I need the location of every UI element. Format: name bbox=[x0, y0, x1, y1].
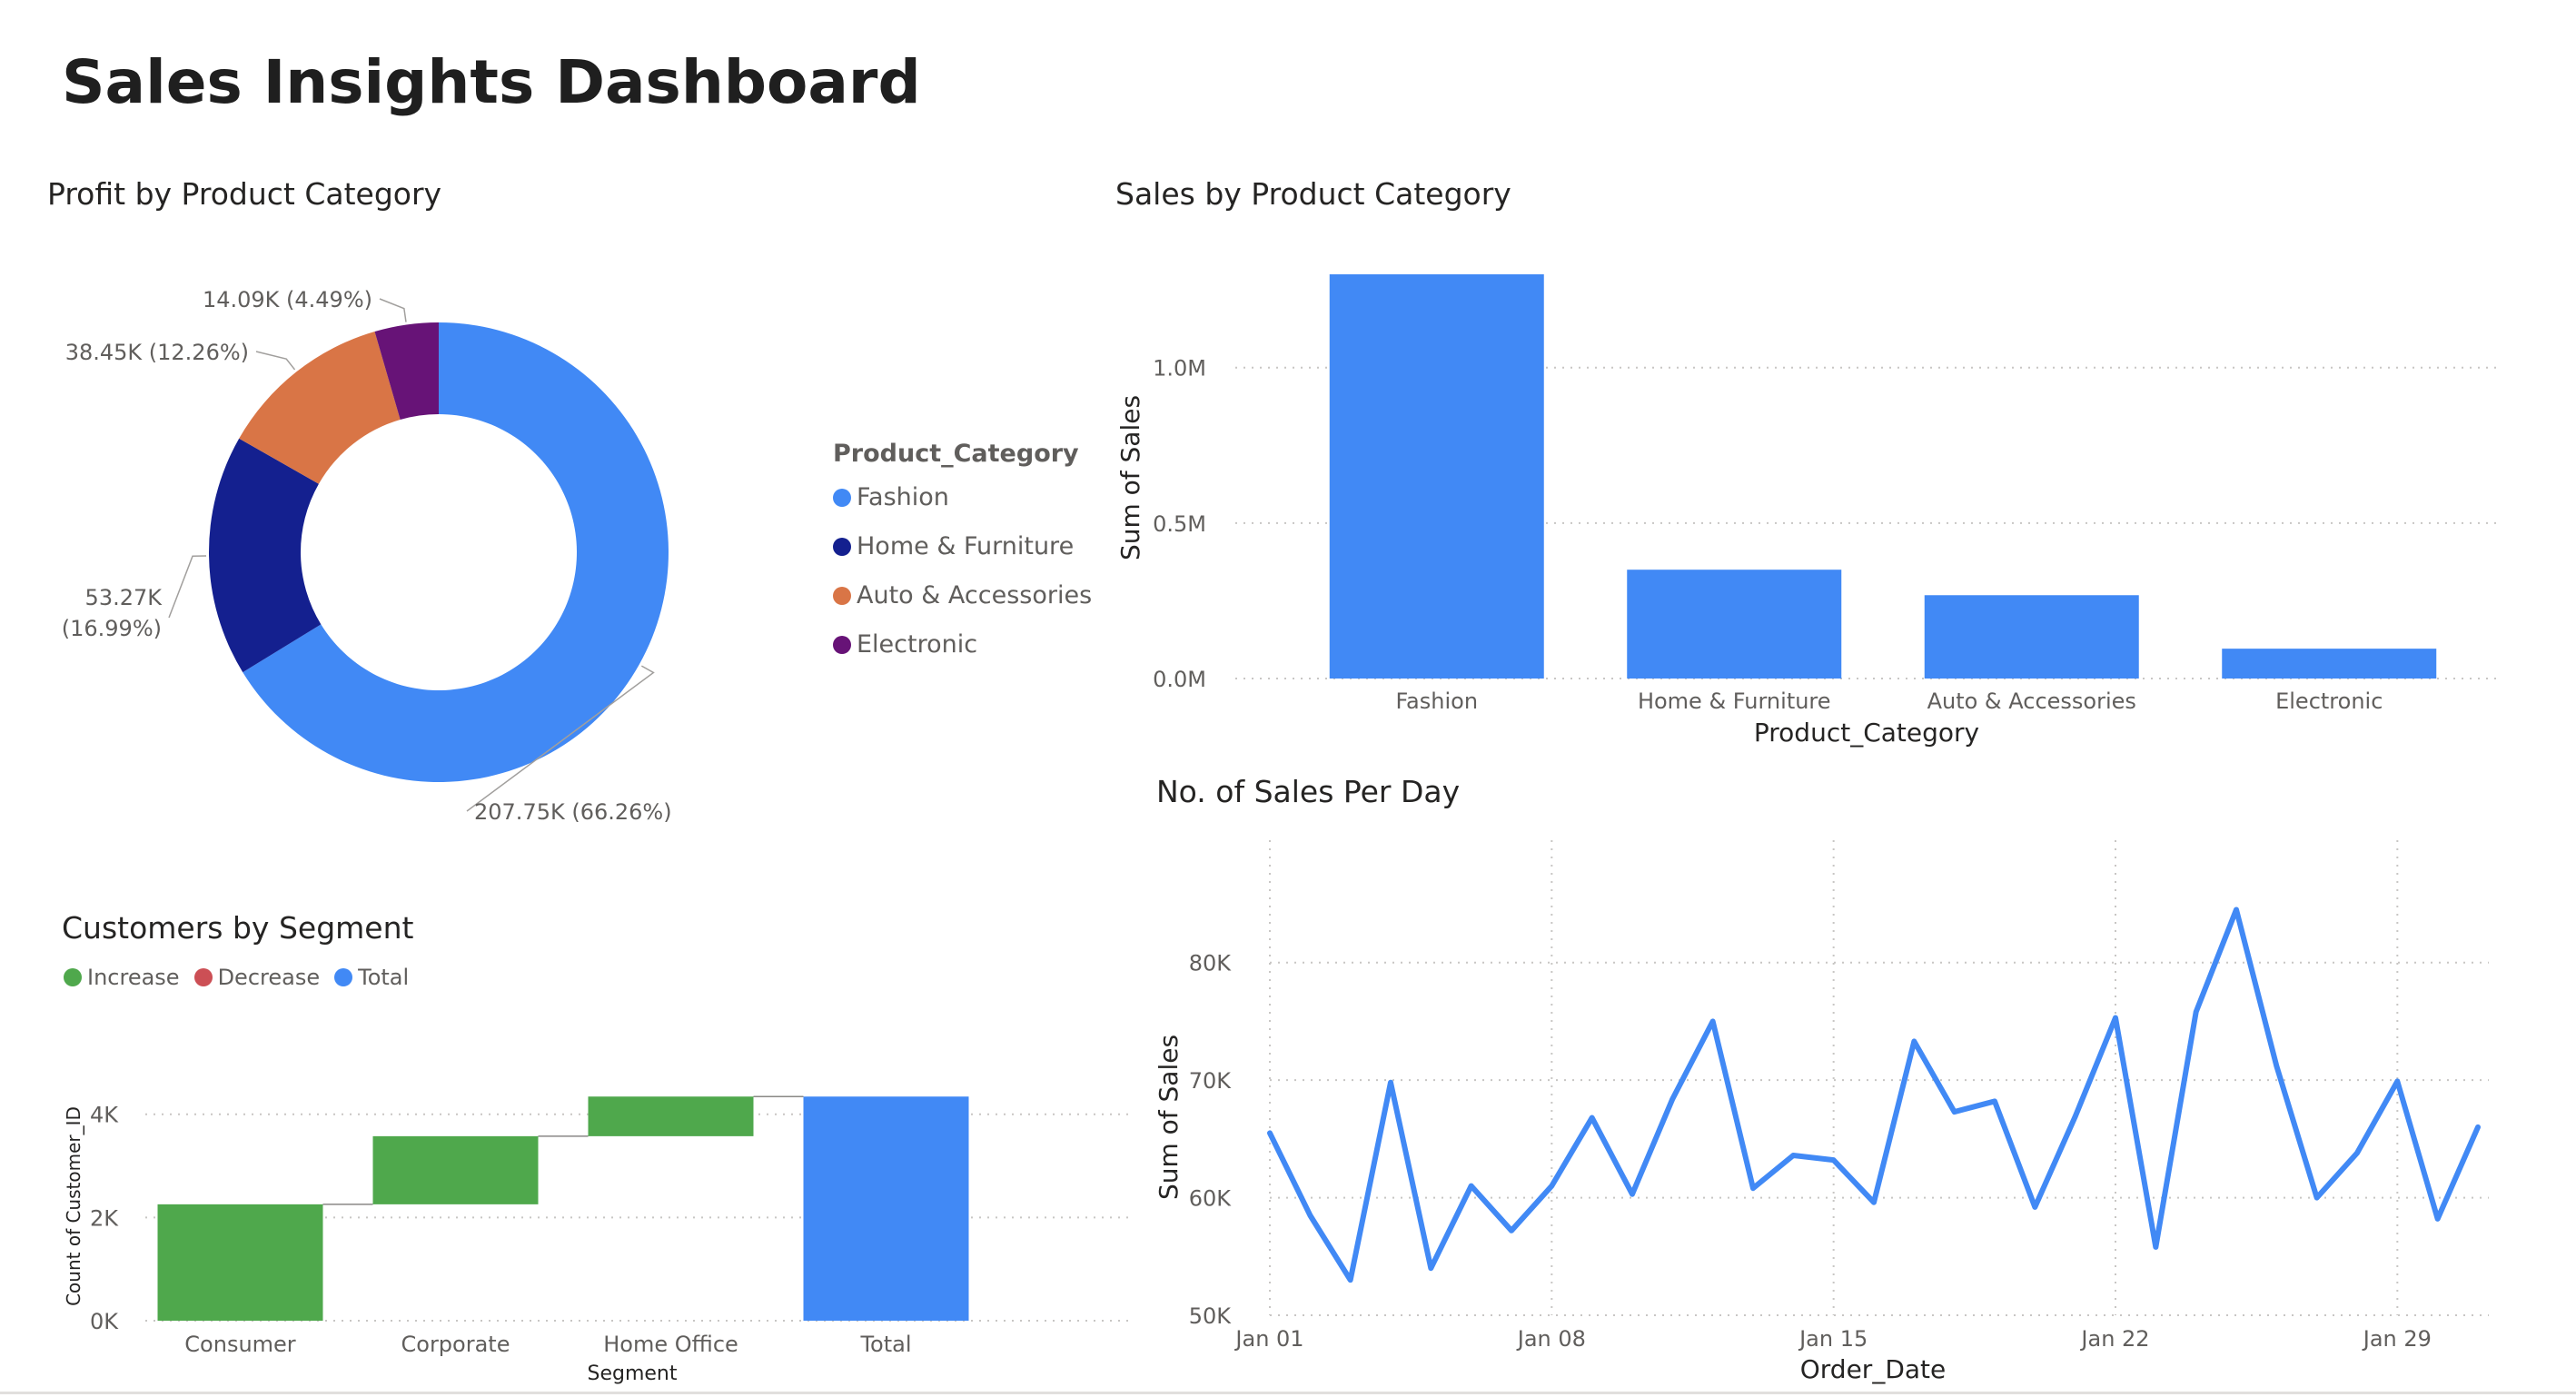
line-xtick-label: Jan 08 bbox=[1516, 1326, 1586, 1352]
waterfall-xtick-label: Consumer bbox=[184, 1332, 296, 1357]
legend-total[interactable]: Total bbox=[334, 965, 409, 990]
legend-increase-label: Increase bbox=[87, 965, 180, 990]
legend-fashion[interactable]: Fashion bbox=[833, 483, 949, 511]
donut-data-label: 38.45K (12.26%) bbox=[65, 340, 249, 365]
legend-increase[interactable]: Increase bbox=[64, 965, 180, 990]
waterfall-y-axis-title: Count of Customer_ID bbox=[63, 1106, 84, 1306]
waterfall-ytick-label: 4K bbox=[90, 1103, 119, 1128]
line-xtick-label: Jan 15 bbox=[1798, 1326, 1868, 1352]
waterfall-xtick-label: Corporate bbox=[401, 1332, 510, 1357]
legend-fashion-label: Fashion bbox=[857, 483, 949, 511]
segment-chart-title: Customers by Segment bbox=[62, 910, 414, 946]
waterfall-ytick-label: 2K bbox=[90, 1205, 119, 1231]
legend-electronic-label: Electronic bbox=[857, 630, 978, 659]
page-title: Sales Insights Dashboard bbox=[62, 47, 921, 117]
legend-dot-icon bbox=[193, 968, 213, 986]
bar-x-axis-title: Product_Category bbox=[1754, 718, 1979, 748]
segment-waterfall-visual[interactable]: Customers by Segment Increase Decrease T… bbox=[45, 899, 1135, 1390]
waterfall-xtick-label: Total bbox=[859, 1332, 911, 1357]
legend-dot-icon bbox=[833, 635, 851, 654]
daily-chart-title: No. of Sales Per Day bbox=[1156, 774, 1461, 809]
profit-chart-title: Profit by Product Category bbox=[47, 176, 442, 212]
waterfall-x-axis-title: Segment bbox=[588, 1362, 678, 1385]
waterfall-legend: Increase Decrease Total bbox=[64, 965, 409, 990]
bar-ytick-label: 0.5M bbox=[1153, 511, 1206, 537]
waterfall-bar-total bbox=[803, 1096, 969, 1321]
donut-slice-electronic bbox=[374, 322, 439, 421]
donut-leader-line bbox=[255, 351, 296, 371]
legend-dot-icon bbox=[64, 968, 82, 986]
bar-y-axis-title: Sum of Sales bbox=[1115, 395, 1145, 560]
donut-leader-line bbox=[168, 555, 207, 619]
sales-bar-visual[interactable]: Sales by Product Category 0.0M 0.5M 1.0M Fa… bbox=[1108, 173, 2525, 763]
line-ytick-label: 50K bbox=[1189, 1303, 1233, 1329]
donut-leader-line bbox=[379, 298, 407, 322]
bar-xtick-label: Electronic bbox=[2275, 689, 2383, 714]
line-xtick-label: Jan 29 bbox=[2362, 1326, 2432, 1352]
waterfall-bar-home-office bbox=[588, 1096, 754, 1136]
bar-fashion bbox=[1329, 274, 1544, 679]
bar-xtick-label: Home & Furniture bbox=[1638, 689, 1831, 714]
bar-auto-accessories bbox=[1924, 595, 2139, 679]
donut-data-label: 53.27K bbox=[85, 585, 163, 610]
line-xtick-label: Jan 22 bbox=[2079, 1326, 2149, 1352]
legend-dot-icon bbox=[833, 488, 851, 507]
legend-auto-accessories[interactable]: Auto & Accessories bbox=[833, 581, 1092, 609]
segment-waterfall-chart: 0K 2K 4K Consumer Corporate Home Office Total S… bbox=[63, 1095, 1131, 1385]
legend-electronic[interactable]: Electronic bbox=[833, 630, 977, 659]
legend-total-label: Total bbox=[358, 965, 410, 990]
waterfall-ytick-label: 0K bbox=[90, 1309, 119, 1334]
donut-leader-line bbox=[466, 665, 655, 812]
profit-donut-visual[interactable]: Profit by Product Category 207.75K (66.2… bbox=[36, 173, 1108, 845]
legend-auto-accessories-label: Auto & Accessories bbox=[857, 581, 1093, 609]
line-ytick-label: 60K bbox=[1189, 1186, 1233, 1212]
waterfall-xtick-label: Home Office bbox=[603, 1332, 738, 1357]
daily-line-chart: 50K 60K 70K 80K Jan 01 Jan 08 Jan 15 Jan 22 Jan … bbox=[1154, 840, 2489, 1384]
sales-chart-title: Sales by Product Category bbox=[1115, 176, 1511, 212]
bar-home-furniture bbox=[1627, 570, 1842, 679]
sales-bar-chart: 0.0M 0.5M 1.0M Fashion Home & Furniture Auto … bbox=[1115, 274, 2498, 748]
line-series-sales bbox=[1267, 907, 2481, 1283]
bar-ytick-label: 1.0M bbox=[1153, 356, 1206, 381]
donut-slice-fashion bbox=[243, 322, 669, 782]
bar-ytick-label: 0.0M bbox=[1153, 667, 1206, 692]
legend-dot-icon bbox=[833, 537, 851, 556]
donut-data-label: 207.75K (66.26%) bbox=[474, 799, 672, 825]
legend-decrease-label: Decrease bbox=[217, 965, 321, 990]
legend-dot-icon bbox=[833, 586, 851, 605]
profit-donut-chart: 207.75K (66.26%) 53.27K (16.99%) 38.45K (12… bbox=[62, 287, 672, 825]
waterfall-bar-corporate bbox=[372, 1135, 539, 1204]
line-y-axis-title: Sum of Sales bbox=[1154, 1035, 1184, 1200]
legend-dot-icon bbox=[334, 968, 353, 986]
line-xtick-label: Jan 01 bbox=[1234, 1326, 1303, 1352]
legend-home-furniture[interactable]: Home & Furniture bbox=[833, 532, 1074, 560]
profit-legend-title: Product_Category bbox=[833, 440, 1079, 468]
donut-data-label: (16.99%) bbox=[62, 616, 162, 641]
line-ytick-label: 80K bbox=[1189, 951, 1233, 976]
legend-home-furniture-label: Home & Furniture bbox=[857, 532, 1075, 560]
legend-decrease[interactable]: Decrease bbox=[193, 965, 321, 990]
donut-slice-home-furniture bbox=[209, 438, 322, 673]
donut-slice-auto-accessories bbox=[239, 332, 401, 484]
daily-line-visual[interactable]: No. of Sales Per Day 50K 60K 70K 80K Jan 01 J… bbox=[1135, 763, 2534, 1390]
bar-xtick-label: Auto & Accessories bbox=[1927, 689, 2136, 714]
bar-xtick-label: Fashion bbox=[1395, 689, 1478, 714]
donut-data-label: 14.09K (4.49%) bbox=[203, 287, 372, 312]
waterfall-bar-consumer bbox=[157, 1204, 323, 1321]
bar-electronic bbox=[2222, 649, 2437, 679]
line-ytick-label: 70K bbox=[1189, 1068, 1233, 1094]
line-x-axis-title: Order_Date bbox=[1800, 1354, 1947, 1384]
page-footer-divider bbox=[0, 1392, 2576, 1394]
